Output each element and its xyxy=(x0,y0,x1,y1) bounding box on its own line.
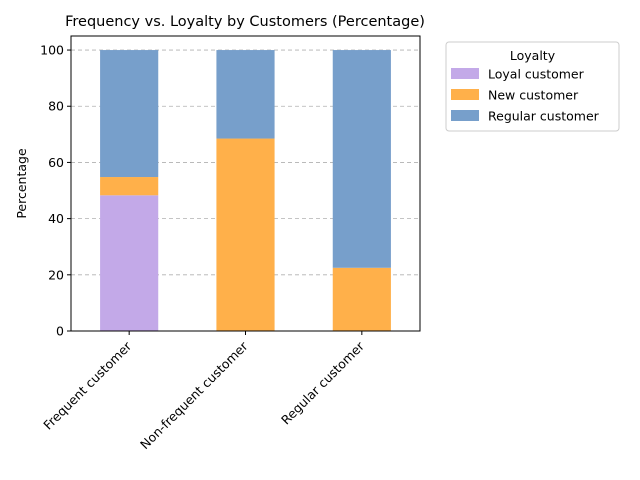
legend-entry-label: New customer xyxy=(488,88,579,103)
bar-segment xyxy=(332,267,391,331)
legend-entry-label: Regular customer xyxy=(488,109,600,124)
bar-segment xyxy=(100,50,159,178)
y-tick-label: 0 xyxy=(56,324,64,339)
legend-title: Loyalty xyxy=(510,48,556,63)
y-tick-label: 80 xyxy=(48,99,64,114)
y-axis-label: Percentage xyxy=(14,148,29,219)
legend-box xyxy=(445,41,620,132)
legend-swatch xyxy=(451,68,479,79)
y-tick-label: 60 xyxy=(48,155,64,170)
bar-segment xyxy=(332,50,391,268)
legend-swatch xyxy=(451,110,479,121)
bar-segment xyxy=(216,50,275,139)
bar-segment xyxy=(100,195,159,331)
y-axis: 0 20 40 60 80 100 xyxy=(40,43,71,339)
bar-segment xyxy=(216,138,275,331)
chart-title: Frequency vs. Loyalty by Customers (Perc… xyxy=(65,14,425,30)
legend-swatch xyxy=(451,89,479,100)
y-tick-label: 20 xyxy=(48,267,64,282)
legend-entry-label: Loyal customer xyxy=(488,67,585,82)
y-tick-label: 100 xyxy=(40,43,64,58)
bar-segment xyxy=(100,177,159,196)
y-tick-label: 40 xyxy=(48,211,64,226)
legend: Loyalty Loyal customer New customer Regula… xyxy=(445,41,620,132)
bar-series-group xyxy=(100,50,391,331)
